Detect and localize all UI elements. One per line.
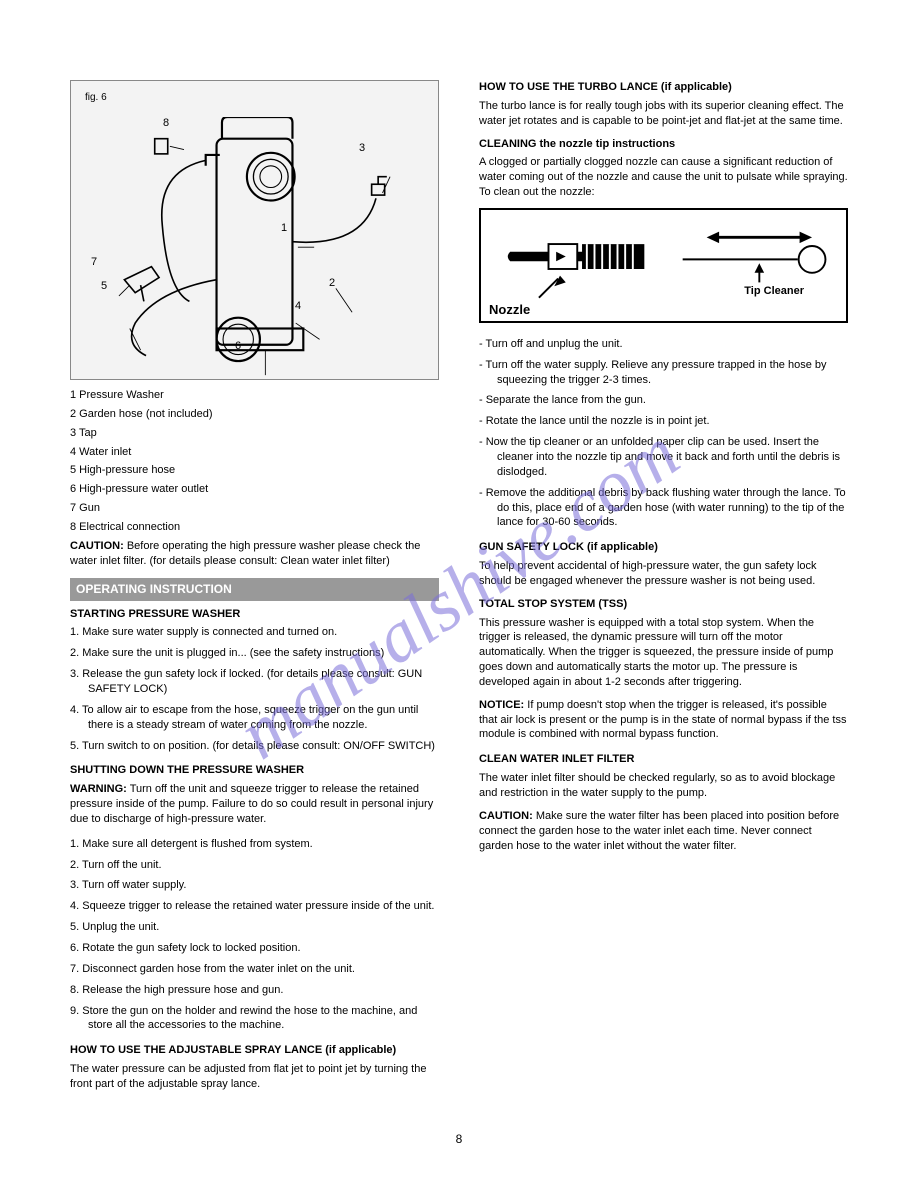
callout-7: 7 (91, 255, 97, 270)
caution-block: CAUTION: Before operating the high press… (70, 539, 439, 569)
figure-6-box: fig. 6 (70, 80, 439, 380)
filter-caution-lead: CAUTION: (479, 810, 533, 822)
item-4: 4 Water inlet (70, 445, 439, 460)
two-column-layout: fig. 6 (70, 80, 848, 1100)
warning-lead: WARNING: (70, 783, 127, 795)
callout-6: 6 (235, 339, 241, 354)
lance-text: The water pressure can be adjusted from … (70, 1062, 439, 1092)
cleaning-intro: A clogged or partially clogged nozzle ca… (479, 155, 848, 200)
callout-8: 8 (163, 116, 169, 131)
starting-heading: STARTING PRESSURE WASHER (70, 607, 439, 622)
start-step-1: 1. Make sure water supply is connected a… (70, 625, 439, 640)
clean-step-4: - Rotate the lance until the nozzle is i… (479, 414, 848, 429)
clean-step-5: - Now the tip cleaner or an unfolded pap… (479, 435, 848, 480)
shut-step-5: 5. Unplug the unit. (70, 920, 439, 935)
notice-lead: NOTICE: (479, 699, 524, 711)
turbo-heading: HOW TO USE THE TURBO LANCE (if applicabl… (479, 80, 848, 95)
clean-step-6: - Remove the additional debris by back f… (479, 486, 848, 531)
shutting-heading: SHUTTING DOWN THE PRESSURE WASHER (70, 763, 439, 778)
clean-step-2: - Turn off the water supply. Relieve any… (479, 358, 848, 388)
start-step-3: 3. Release the gun safety lock if locked… (70, 667, 439, 697)
item-2: 2 Garden hose (not included) (70, 407, 439, 422)
tss-heading: TOTAL STOP SYSTEM (TSS) (479, 597, 848, 612)
item-5: 5 High-pressure hose (70, 463, 439, 478)
shut-step-7: 7. Disconnect garden hose from the water… (70, 962, 439, 977)
lance-heading: HOW TO USE THE ADJUSTABLE SPRAY LANCE (i… (70, 1043, 439, 1058)
clean-step-3: - Separate the lance from the gun. (479, 393, 848, 408)
shut-step-2: 2. Turn off the unit. (70, 858, 439, 873)
start-step-4: 4. To allow air to escape from the hose,… (70, 703, 439, 733)
start-step-5: 5. Turn switch to on position. (for deta… (70, 739, 439, 754)
gunlock-heading: GUN SAFETY LOCK (if applicable) (479, 540, 848, 555)
turbo-text: The turbo lance is for really tough jobs… (479, 99, 848, 129)
manual-page: fig. 6 (0, 0, 918, 1188)
item-8: 8 Electrical connection (70, 520, 439, 535)
callout-4: 4 (295, 299, 301, 314)
section-header: OPERATING INSTRUCTION (70, 578, 439, 600)
tip-cleaner-label: Tip Cleaner (744, 284, 804, 299)
page-number: 8 (456, 1132, 463, 1146)
caution-lead: CAUTION: (70, 540, 124, 552)
item-6: 6 High-pressure water outlet (70, 482, 439, 497)
filter-caution: CAUTION: Make sure the water filter has … (479, 809, 848, 854)
callout-5: 5 (101, 279, 107, 294)
callout-3: 3 (359, 141, 365, 156)
pressure-washer-diagram (85, 117, 424, 399)
start-step-2: 2. Make sure the unit is plugged in... (… (70, 646, 439, 661)
tss-notice: NOTICE: If pump doesn't stop when the tr… (479, 698, 848, 743)
warning-block: WARNING: Turn off the unit and squeeze t… (70, 782, 439, 827)
shut-step-4: 4. Squeeze trigger to release the retain… (70, 899, 439, 914)
filter-heading: CLEAN WATER INLET FILTER (479, 752, 848, 767)
nozzle-diagram-box: Nozzle Tip Cleaner (479, 208, 848, 323)
shut-step-1: 1. Make sure all detergent is flushed fr… (70, 837, 439, 852)
item-7: 7 Gun (70, 501, 439, 516)
tss-text: This pressure washer is equipped with a … (479, 616, 848, 690)
filter-intro: The water inlet filter should be checked… (479, 771, 848, 801)
clean-step-1: - Turn off and unplug the unit. (479, 337, 848, 352)
figure-label: fig. 6 (85, 91, 424, 105)
shut-step-6: 6. Rotate the gun safety lock to locked … (70, 941, 439, 956)
notice-body: If pump doesn't stop when the trigger is… (479, 699, 846, 741)
right-column: HOW TO USE THE TURBO LANCE (if applicabl… (479, 80, 848, 1100)
callout-2: 2 (329, 276, 335, 291)
gunlock-text: To help prevent accidental of high-press… (479, 559, 848, 589)
shut-step-8: 8. Release the high pressure hose and gu… (70, 983, 439, 998)
shut-step-9: 9. Store the gun on the holder and rewin… (70, 1004, 439, 1034)
item-3: 3 Tap (70, 426, 439, 441)
nozzle-diagram (491, 220, 836, 317)
callout-1: 1 (281, 221, 287, 236)
cleaning-heading: CLEANING the nozzle tip instructions (479, 137, 848, 152)
filter-caution-body: Make sure the water filter has been plac… (479, 810, 839, 852)
left-column: fig. 6 (70, 80, 439, 1100)
shut-step-3: 3. Turn off water supply. (70, 878, 439, 893)
nozzle-label: Nozzle (489, 301, 530, 319)
